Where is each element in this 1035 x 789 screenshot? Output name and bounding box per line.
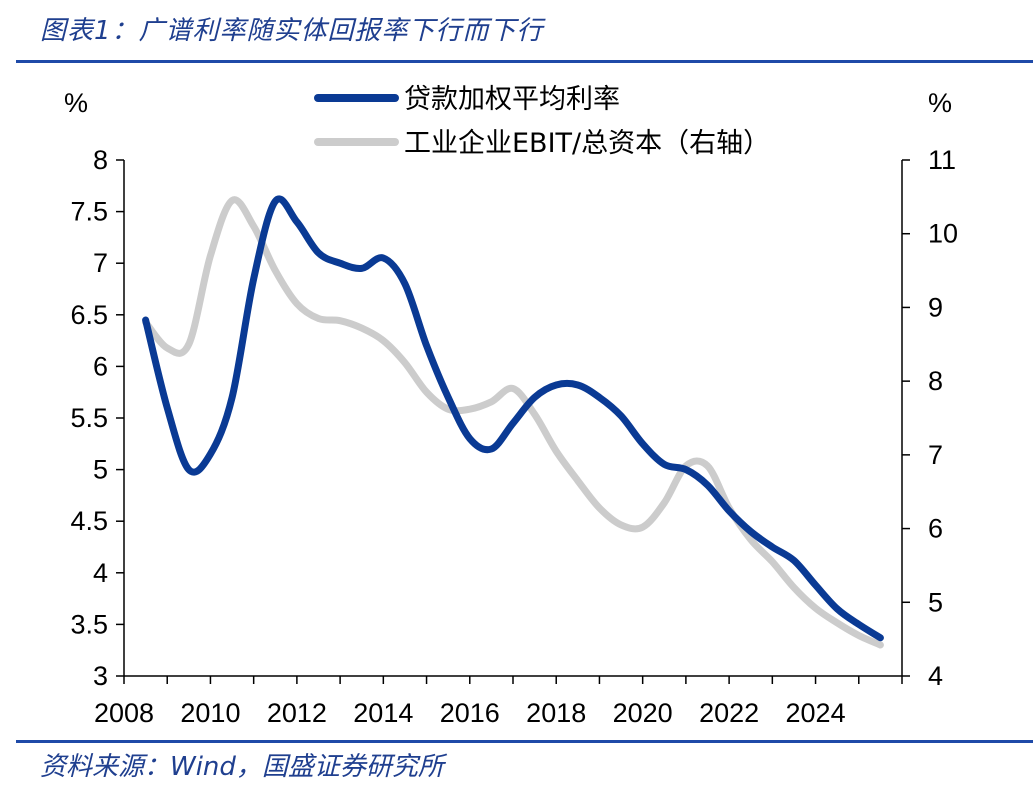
left-tick-label: 5: [93, 455, 108, 485]
right-tick-label: 8: [928, 366, 943, 396]
figure-title: 图表1：广谱利率随实体回报率下行而下行: [40, 16, 544, 46]
source-note: 资料来源：Wind，国盛证券研究所: [40, 752, 444, 782]
right-tick-label: 10: [928, 219, 958, 249]
left-tick-label: 7.5: [70, 197, 108, 227]
left-tick-label: 7: [93, 248, 108, 278]
x-tick-label: 2020: [613, 698, 673, 728]
left-tick-label: 6: [93, 351, 108, 381]
top-rule: [16, 60, 1033, 63]
bottom-rule: [16, 740, 1033, 743]
x-tick-label: 2018: [526, 698, 586, 728]
x-tick-label: 2010: [180, 698, 240, 728]
right-tick-label: 11: [928, 145, 956, 175]
left-tick-label: 3.5: [70, 609, 108, 639]
right-tick-label: 7: [928, 440, 943, 470]
legend-label-loan-rate: 贷款加权平均利率: [404, 84, 620, 115]
series-line-loan-rate: [142, 195, 884, 642]
axes-group: 3 3.5 4 4.5 5 5.5 6 6.5 7 7.5 8 4 5 6 7 8 9 10 11 2008 2010 2…: [70, 145, 958, 728]
legend-label-ebit: 工业企业EBIT/总资本（右轴）: [404, 128, 770, 159]
right-tick-label: 9: [928, 292, 943, 322]
left-axis-unit: %: [64, 88, 88, 118]
x-tick-label: 2022: [699, 698, 759, 728]
left-tick-label: 5.5: [70, 403, 108, 433]
series-layer: [142, 195, 884, 649]
x-tick-label: 2008: [94, 698, 154, 728]
right-tick-label: 5: [928, 587, 943, 617]
left-tick-label: 8: [93, 145, 108, 175]
x-tick-label: 2014: [353, 698, 413, 728]
right-tick-label: 4: [928, 661, 943, 691]
right-tick-label: 6: [928, 514, 943, 544]
legend: 贷款加权平均利率 工业企业EBIT/总资本（右轴）: [314, 84, 770, 159]
x-tick-label: 2012: [267, 698, 327, 728]
x-tick-label: 2024: [786, 698, 846, 728]
left-tick-label: 4: [93, 558, 108, 588]
left-tick-label: 4.5: [70, 506, 108, 536]
x-tick-label: 2016: [440, 698, 500, 728]
left-tick-label: 6.5: [70, 300, 108, 330]
right-axis-unit: %: [928, 88, 952, 118]
left-tick-label: 3: [93, 661, 108, 691]
series-line-ebit: [142, 196, 884, 649]
